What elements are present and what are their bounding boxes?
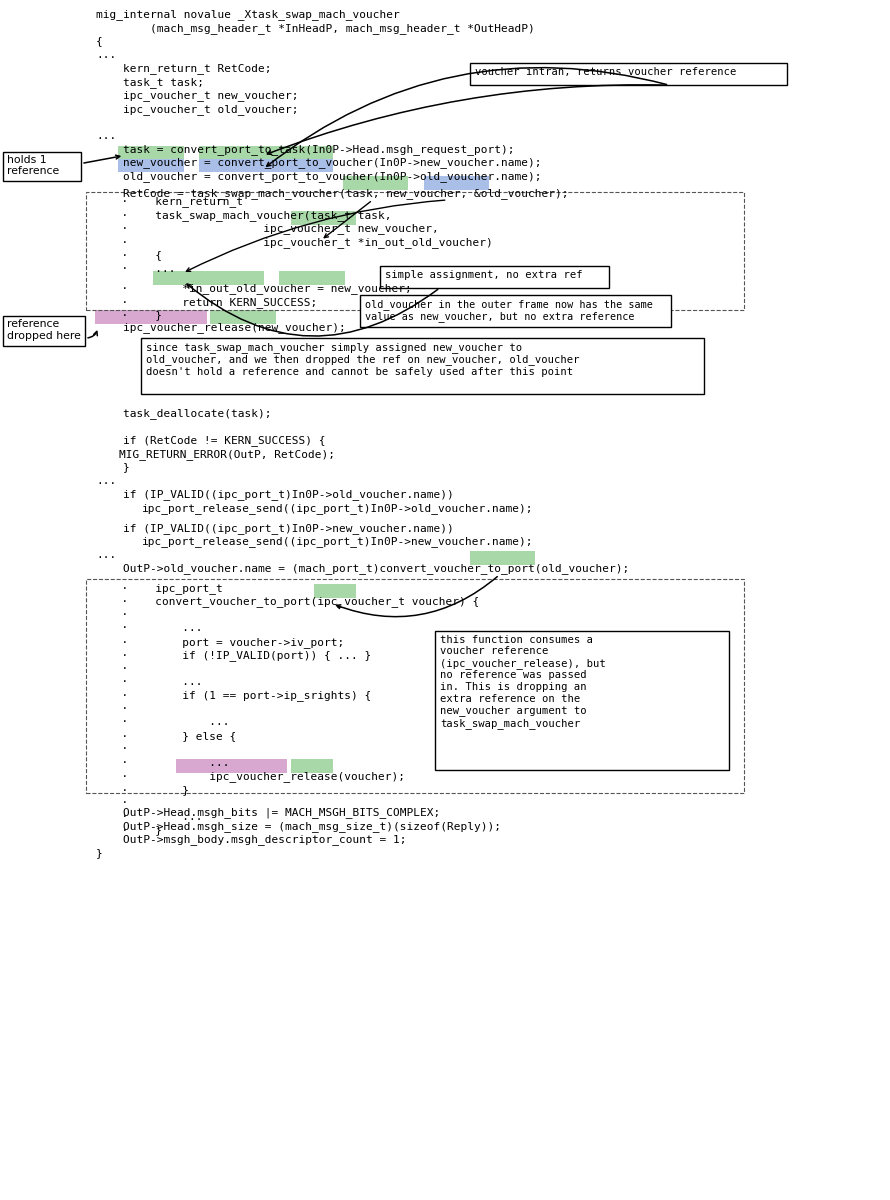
Bar (118, 145, 183, 160)
Text: ·    }: · } (108, 310, 162, 320)
Text: ·        } else {: · } else { (108, 731, 236, 740)
Bar (4, 316, 85, 346)
Text: task = convert_port_to_task(In0P->Head.msgh_request_port);: task = convert_port_to_task(In0P->Head.m… (96, 144, 514, 155)
Text: kern_return_t RetCode;: kern_return_t RetCode; (96, 64, 271, 74)
Text: if (RetCode != KERN_SUCCESS) {: if (RetCode != KERN_SUCCESS) { (96, 436, 326, 446)
Text: old_voucher in the outer frame now has the same
value as new_voucher, but no ext: old_voucher in the outer frame now has t… (365, 299, 653, 322)
Text: ...: ... (96, 131, 117, 140)
Text: simple assignment, no extra ref: simple assignment, no extra ref (385, 270, 583, 280)
Text: ipc_port_release_send((ipc_port_t)In0P->new_voucher.name);: ipc_port_release_send((ipc_port_t)In0P->… (142, 536, 534, 547)
Text: ·        port = voucher->iv_port;: · port = voucher->iv_port; (108, 637, 344, 648)
Text: ·    kern_return_t: · kern_return_t (108, 197, 243, 208)
Text: ·        *in_out_old_voucher = new_voucher;: · *in_out_old_voucher = new_voucher; (108, 283, 411, 294)
Text: ·        ...: · ... (108, 811, 202, 822)
Bar (86, 578, 744, 793)
Text: ipc_voucher_t new_voucher;: ipc_voucher_t new_voucher; (96, 90, 298, 101)
Text: old_voucher = convert_port_to_voucher(In0P->old_voucher.name);: old_voucher = convert_port_to_voucher(In… (96, 170, 542, 182)
Text: ·        return KERN_SUCCESS;: · return KERN_SUCCESS; (108, 296, 317, 307)
Bar (360, 295, 671, 326)
Bar (141, 337, 704, 395)
Text: RetCode = task_swap_mach_voucher(task, new_voucher, &old_voucher);: RetCode = task_swap_mach_voucher(task, n… (96, 188, 569, 199)
Bar (424, 176, 489, 190)
Text: ·    }: · } (108, 826, 162, 835)
Text: ·: · (108, 704, 128, 714)
Text: if (IP_VALID((ipc_port_t)In0P->new_voucher.name)): if (IP_VALID((ipc_port_t)In0P->new_vouch… (96, 523, 454, 534)
Text: {: { (96, 36, 103, 47)
Text: task_deallocate(task);: task_deallocate(task); (96, 408, 271, 419)
Bar (153, 271, 264, 284)
Bar (380, 265, 610, 288)
Text: reference
dropped here: reference dropped here (7, 319, 81, 341)
Text: ...: ... (96, 550, 117, 560)
Text: ·        if (!IP_VALID(port)) { ... }: · if (!IP_VALID(port)) { ... } (108, 650, 371, 661)
Text: ·    ...: · ... (108, 264, 175, 274)
Text: this function consumes a
voucher reference
(ipc_voucher_release), but
no referen: this function consumes a voucher referen… (440, 635, 606, 728)
Text: ...: ... (96, 475, 117, 486)
Text: new_voucher = convert_port_to_voucher(In0P->new_voucher.name);: new_voucher = convert_port_to_voucher(In… (96, 157, 542, 168)
Bar (470, 64, 787, 85)
Text: if (IP_VALID((ipc_port_t)In0P->old_voucher.name)): if (IP_VALID((ipc_port_t)In0P->old_vouch… (96, 490, 454, 500)
Text: task_t task;: task_t task; (96, 77, 204, 88)
Text: ·                    ipc_voucher_t *in_out_old_voucher): · ipc_voucher_t *in_out_old_voucher) (108, 236, 492, 247)
Bar (118, 160, 183, 173)
Text: ·    {: · { (108, 251, 162, 260)
Text: (mach_msg_header_t *InHeadP, mach_msg_header_t *OutHeadP): (mach_msg_header_t *InHeadP, mach_msg_he… (96, 23, 535, 34)
Text: ·        ...: · ... (108, 677, 202, 688)
Text: ·            ...: · ... (108, 718, 229, 727)
Text: ·            ipc_voucher_release(voucher);: · ipc_voucher_release(voucher); (108, 772, 405, 782)
Text: OutP->Head.msgh_size = (mach_msg_size_t)(sizeof(Reply));: OutP->Head.msgh_size = (mach_msg_size_t)… (96, 821, 501, 832)
Text: ·            ...: · ... (108, 758, 229, 768)
Bar (343, 176, 409, 190)
Text: ·        if (1 == port->ip_srights) {: · if (1 == port->ip_srights) { (108, 690, 371, 702)
Bar (175, 760, 287, 773)
Text: }: } (96, 462, 130, 473)
Text: ipc_port_release_send((ipc_port_t)In0P->old_voucher.name);: ipc_port_release_send((ipc_port_t)In0P->… (142, 503, 534, 514)
Bar (95, 310, 206, 324)
Bar (291, 760, 334, 773)
Text: mig_internal novalue _Xtask_swap_mach_voucher: mig_internal novalue _Xtask_swap_mach_vo… (96, 10, 400, 20)
Bar (435, 631, 729, 770)
Text: ·    convert_voucher_to_port(ipc_voucher_t voucher) {: · convert_voucher_to_port(ipc_voucher_t … (108, 596, 479, 607)
Bar (314, 584, 356, 598)
Bar (4, 151, 81, 181)
Text: ·        ...: · ... (108, 623, 202, 634)
Text: OutP->old_voucher.name = (mach_port_t)convert_voucher_to_port(old_voucher);: OutP->old_voucher.name = (mach_port_t)co… (96, 563, 629, 575)
Text: ·                    ipc_voucher_t new_voucher,: · ipc_voucher_t new_voucher, (108, 223, 439, 234)
Text: ·: · (108, 744, 128, 755)
Text: ...: ... (96, 49, 117, 60)
Text: ·: · (108, 664, 128, 673)
Text: }: } (96, 847, 103, 858)
Bar (210, 310, 276, 324)
Bar (279, 271, 344, 284)
Text: ipc_voucher_t old_voucher;: ipc_voucher_t old_voucher; (96, 103, 298, 114)
Text: ·: · (108, 798, 128, 809)
Bar (470, 551, 535, 565)
Bar (86, 192, 744, 310)
Text: ·: · (108, 610, 128, 619)
Text: OutP->msgh_body.msgh_descriptor_count = 1;: OutP->msgh_body.msgh_descriptor_count = … (96, 834, 407, 845)
Text: ·    task_swap_mach_voucher(task_t task,: · task_swap_mach_voucher(task_t task, (108, 210, 391, 221)
Text: ·    ipc_port_t: · ipc_port_t (108, 583, 222, 594)
Bar (198, 160, 334, 173)
Text: ·        }: · } (108, 785, 189, 794)
Bar (198, 145, 334, 160)
Text: MIG_RETURN_ERROR(OutP, RetCode);: MIG_RETURN_ERROR(OutP, RetCode); (119, 449, 336, 460)
Text: voucher intran, returns voucher reference: voucher intran, returns voucher referenc… (475, 67, 736, 77)
Text: ipc_voucher_release(new_voucher);: ipc_voucher_release(new_voucher); (96, 322, 346, 334)
Text: since task_swap_mach_voucher simply assigned new_voucher to
old_voucher, and we : since task_swap_mach_voucher simply assi… (146, 342, 579, 377)
Bar (291, 211, 356, 224)
Text: holds 1
reference: holds 1 reference (7, 155, 60, 176)
Text: OutP->Head.msgh_bits |= MACH_MSGH_BITS_COMPLEX;: OutP->Head.msgh_bits |= MACH_MSGH_BITS_C… (96, 808, 441, 818)
